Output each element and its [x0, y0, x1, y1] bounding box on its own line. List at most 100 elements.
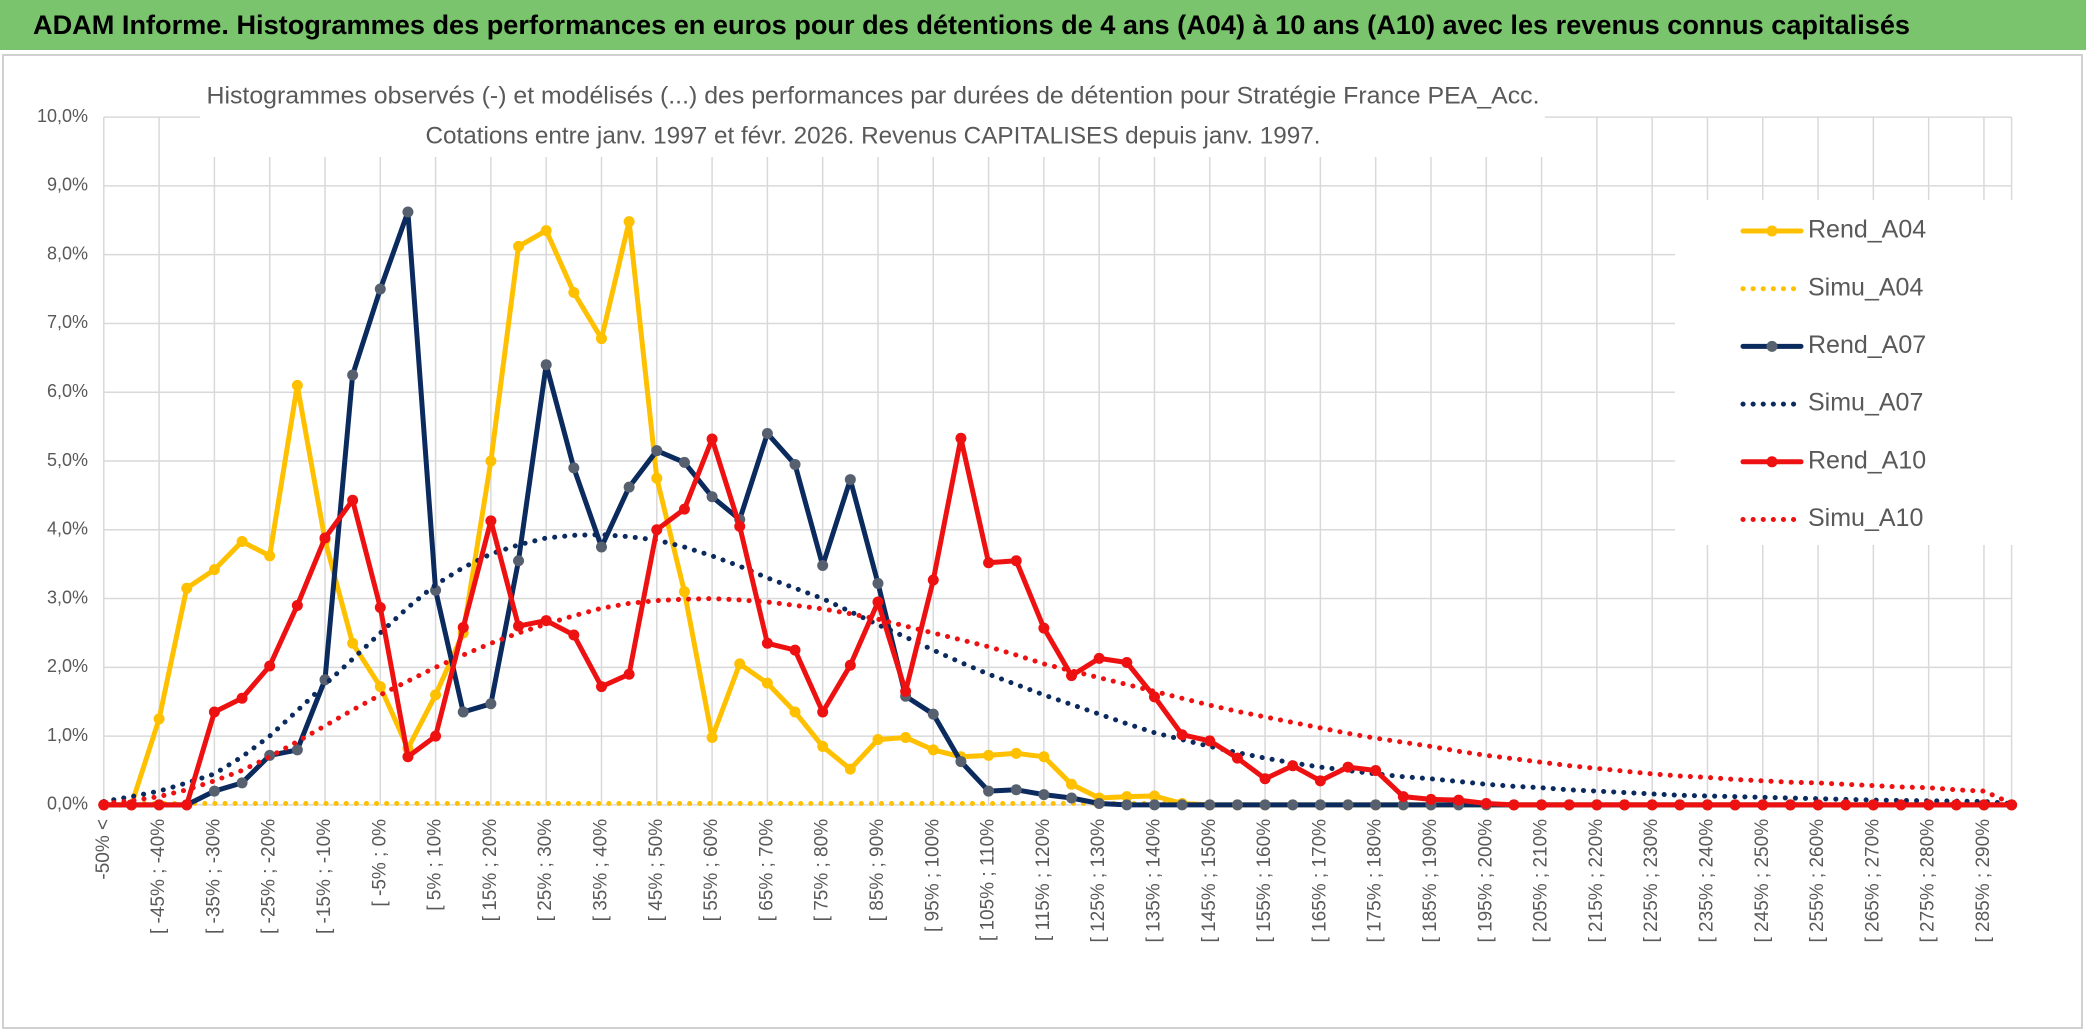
data-point — [706, 433, 718, 445]
y-tick-label: 3,0% — [47, 587, 88, 607]
x-tick-label: [ 105% ; 110% — [978, 819, 999, 941]
data-point — [513, 555, 525, 567]
data-point — [236, 692, 248, 704]
data-point — [1536, 799, 1548, 811]
legend-label: Simu_A10 — [1808, 504, 1923, 532]
data-point — [1757, 799, 1769, 811]
x-tick-label: [ 275% ; 280% — [1918, 819, 1939, 943]
header-bar — [0, 0, 2086, 50]
data-point — [872, 577, 884, 589]
data-point — [595, 681, 607, 693]
data-point — [761, 427, 773, 439]
data-point — [181, 799, 193, 811]
x-tick-label: [ 25% ; 30% — [535, 819, 556, 922]
data-point — [402, 751, 414, 763]
data-point — [678, 586, 690, 598]
legend-marker — [1766, 456, 1778, 468]
data-point — [1314, 799, 1326, 811]
data-point — [1950, 799, 1962, 811]
data-point — [1176, 729, 1188, 741]
data-point — [927, 574, 939, 586]
data-point — [734, 658, 746, 670]
data-point — [485, 515, 497, 527]
data-point — [457, 706, 469, 718]
series-line — [101, 435, 2015, 808]
data-point — [595, 541, 607, 553]
data-point — [1038, 622, 1050, 634]
data-point — [513, 620, 525, 632]
data-point — [1397, 799, 1409, 811]
x-tick-label: [ 185% ; 190% — [1420, 819, 1441, 943]
data-point — [264, 550, 276, 562]
data-point — [927, 708, 939, 720]
data-point — [1563, 799, 1575, 811]
data-point — [402, 206, 414, 218]
data-point — [1978, 799, 1990, 811]
x-tick-label: [ 115% ; 120% — [1033, 819, 1054, 941]
data-point — [955, 756, 967, 768]
data-point — [955, 432, 967, 444]
data-point — [844, 763, 856, 775]
data-point — [983, 749, 995, 761]
legend-label: Simu_A04 — [1808, 273, 1923, 301]
data-point — [983, 785, 995, 797]
x-tick-label: [ 195% ; 200% — [1475, 819, 1496, 943]
data-point — [568, 286, 580, 298]
data-point — [1066, 778, 1078, 790]
x-tick-label: -50% < — [93, 819, 114, 880]
data-point — [1508, 799, 1520, 811]
x-tick-label: [ 15% ; 20% — [480, 819, 501, 922]
data-point — [153, 713, 165, 725]
plot-area — [98, 206, 2018, 811]
data-point — [651, 445, 663, 457]
x-tick-label: [ 45% ; 50% — [646, 819, 667, 922]
data-point — [1093, 798, 1105, 810]
data-point — [347, 369, 359, 381]
y-tick-label: 2,0% — [47, 656, 88, 676]
x-tick-label: [ -35% ; -30% — [203, 819, 224, 934]
x-tick-label: [ -25% ; -20% — [259, 819, 280, 934]
legend-label: Rend_A04 — [1808, 216, 1926, 244]
x-tick-label: [ 225% ; 230% — [1641, 819, 1662, 943]
data-point — [1038, 789, 1050, 801]
data-point — [485, 698, 497, 710]
x-tick-label: [ 85% ; 90% — [867, 819, 888, 922]
data-point — [208, 564, 220, 576]
data-point — [1895, 799, 1907, 811]
legend-label: Rend_A07 — [1808, 331, 1926, 359]
data-point — [319, 532, 331, 544]
data-point — [1674, 799, 1686, 811]
data-point — [761, 637, 773, 649]
data-point — [1010, 555, 1022, 567]
y-tick-label: 1,0% — [47, 725, 88, 745]
data-point — [485, 455, 497, 467]
data-point — [1093, 652, 1105, 664]
data-point — [789, 458, 801, 470]
data-point — [1646, 799, 1658, 811]
data-point — [264, 660, 276, 672]
data-point — [1314, 775, 1326, 787]
data-point — [1231, 752, 1243, 764]
data-point — [817, 706, 829, 718]
data-point — [1453, 794, 1465, 806]
y-tick-label: 7,0% — [47, 312, 88, 332]
data-point — [706, 491, 718, 503]
data-point — [1480, 798, 1492, 810]
x-tick-label: [ 135% ; 140% — [1143, 819, 1164, 943]
data-point — [291, 599, 303, 611]
data-point — [1397, 791, 1409, 803]
x-tick-label: [ -15% ; -10% — [314, 819, 335, 934]
data-point — [651, 472, 663, 484]
x-tick-label: [ -5% ; 0% — [369, 819, 390, 907]
data-point — [208, 706, 220, 718]
y-tick-label: 10,0% — [37, 106, 88, 126]
data-point — [1148, 790, 1160, 802]
data-point — [623, 216, 635, 228]
data-point — [236, 535, 248, 547]
data-point — [430, 730, 442, 742]
data-point — [651, 524, 663, 536]
x-tick-label: [ 5% ; 10% — [425, 819, 446, 911]
data-point — [1204, 735, 1216, 747]
x-tick-label: [ 165% ; 170% — [1309, 819, 1330, 943]
data-point — [1342, 799, 1354, 811]
